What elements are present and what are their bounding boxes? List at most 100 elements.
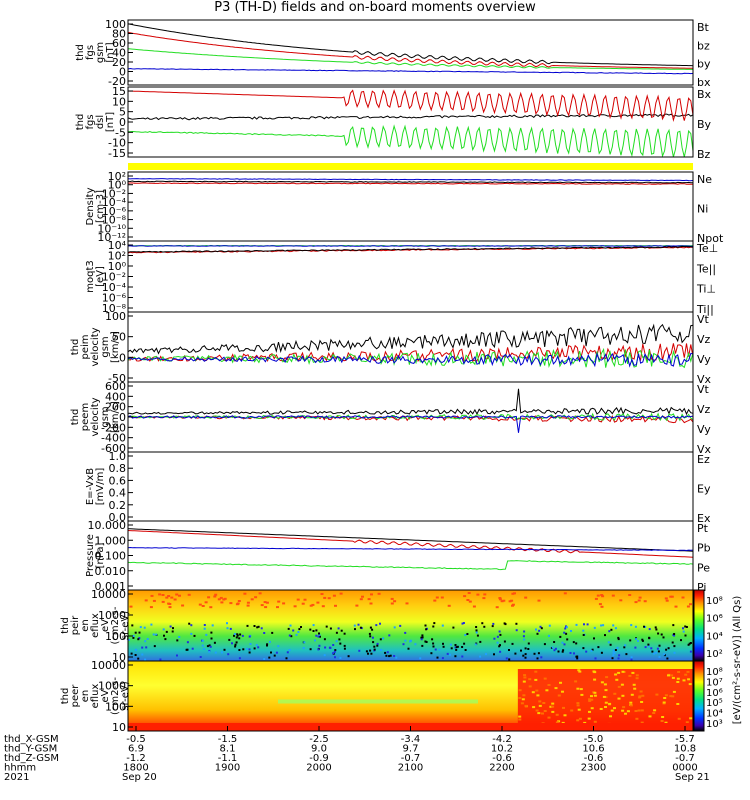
peim-series-Vy	[127, 347, 694, 369]
peir-pixel	[128, 638, 130, 641]
peir-pixel	[688, 642, 691, 645]
peir-pixel	[467, 592, 471, 594]
peir-pixel	[644, 646, 647, 649]
peir-pixel	[650, 647, 653, 650]
peir-pixel	[496, 641, 499, 644]
peir-ylabel-line: sr-eV)	[120, 611, 131, 640]
peir-pixel	[329, 646, 332, 649]
peir-pixel	[553, 641, 556, 643]
peir-pixel	[201, 644, 204, 647]
peer-pixel	[603, 683, 607, 686]
peir-pixel	[449, 653, 451, 656]
peir-pixel	[324, 646, 327, 649]
peir-pixel	[524, 656, 527, 659]
peir-pixel	[237, 600, 241, 602]
peir-pixel	[515, 629, 518, 632]
peim-series-Vt	[127, 323, 694, 355]
peir-pixel	[535, 628, 537, 631]
peir-pixel	[502, 599, 506, 602]
peir-pixel	[687, 643, 690, 646]
x-row-name-thd_X-GSM: thd_X-GSM	[4, 734, 59, 745]
peer-pixel	[557, 720, 561, 723]
peir-pixel	[566, 638, 569, 641]
peir-pixel	[165, 596, 169, 599]
x-row-name-hhmm: hhmm	[4, 763, 36, 774]
peir-pixel	[455, 646, 458, 649]
fgs-dsl-ylabel-line: dsl	[95, 115, 106, 129]
peir-pixel	[338, 638, 341, 641]
peir-pixel	[432, 642, 435, 645]
peer-pixel	[551, 705, 555, 708]
peer-pixel	[518, 689, 522, 692]
peir-pixel	[684, 634, 687, 637]
peer-pixel	[677, 717, 681, 720]
colorbar-tick-label: 10⁵	[706, 698, 723, 709]
pressure-legend-Pi: Pi	[697, 581, 706, 594]
peim-ylabel: thd peim velocity gsm [km/s]	[70, 327, 121, 366]
peir-pixel	[208, 650, 211, 653]
peir-pixel	[333, 650, 336, 653]
peem-ylabel-line: peem	[80, 403, 91, 431]
peir-pixel	[585, 650, 588, 653]
fgs-dsl-series-By	[127, 124, 694, 158]
peir-pixel	[206, 645, 209, 648]
peir-pixel	[226, 627, 229, 630]
peir-pixel	[298, 628, 301, 631]
peir-pixel	[455, 648, 458, 651]
peir-pixel	[652, 652, 655, 655]
peer-pixel	[632, 683, 636, 686]
peer-pixel	[641, 694, 645, 697]
peim-ytick-label: 100	[105, 310, 126, 323]
peir-pixel	[203, 647, 206, 650]
peir-pixel	[553, 649, 556, 652]
peer-pixel	[620, 683, 624, 686]
peir-pixel	[295, 633, 298, 636]
peir-pixel	[141, 653, 144, 656]
efield-ytick-label: 1.0	[109, 450, 127, 463]
peer-pixel	[672, 690, 676, 693]
peer-pixel	[551, 702, 555, 705]
fgs-dsl-ylabel-line: thd	[75, 114, 86, 131]
peir-pixel	[479, 640, 482, 643]
peir-pixel	[263, 601, 267, 604]
peer-pixel	[577, 708, 581, 711]
peer-ytick-label: 1000	[98, 680, 126, 693]
peir-pixel	[339, 657, 342, 659]
peir-pixel	[369, 635, 372, 638]
peir-pixel	[255, 644, 258, 647]
peir-pixel	[312, 624, 315, 627]
peir-pixel	[612, 654, 615, 657]
peir-pixel	[644, 626, 647, 628]
peir-pixel	[442, 642, 444, 645]
peir-pixel	[186, 641, 189, 644]
peir-pixel	[522, 635, 525, 638]
peir-pixel	[253, 625, 256, 627]
peir-pixel	[242, 648, 245, 651]
peir-pixel	[227, 653, 230, 656]
peir-pixel	[217, 598, 221, 601]
peir-pixel	[153, 645, 156, 648]
peir-pixel	[655, 628, 658, 631]
peer-pixel	[559, 681, 562, 684]
peir-pixel	[248, 635, 251, 638]
peer-pixel	[528, 685, 532, 688]
peir-pixel	[614, 627, 617, 630]
peir-pixel	[190, 624, 193, 627]
peir-pixel	[327, 597, 331, 600]
panel-peer: 10000 1000 100 10 thd peer en eflux eV (cm2-s-sr-…	[60, 659, 694, 734]
peer-pixel	[634, 710, 638, 712]
peir-pixel	[234, 643, 237, 646]
peer-pixel	[535, 689, 539, 692]
peir-pixel	[468, 600, 472, 603]
peir-pixel	[271, 631, 274, 634]
peir-pixel	[223, 648, 226, 651]
x-axis-labels: thd_X-GSM -0.5 -1.5 -2.5 -3.4 -4.2 -5.0 -5.7 thd…	[4, 726, 710, 783]
peir-pixel	[524, 653, 527, 656]
peir-pixel	[464, 649, 467, 651]
peir-pixel	[493, 637, 496, 640]
peir-pixel	[441, 657, 444, 660]
fgs-ytick-label: 60	[112, 37, 126, 50]
temp-ytick-label: 10²	[108, 250, 126, 263]
peir-pixel	[651, 650, 654, 653]
